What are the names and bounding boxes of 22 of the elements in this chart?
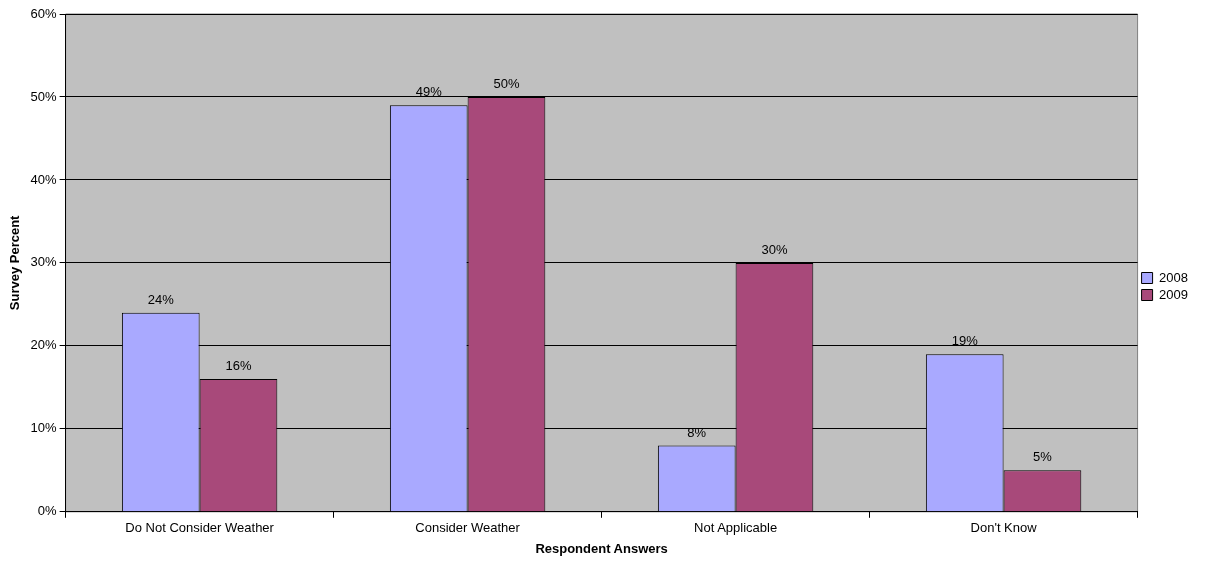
y-tick-label: 40% — [30, 171, 58, 187]
data-label: 5% — [1033, 449, 1053, 465]
data-label: 50% — [493, 76, 520, 92]
y-axis-title: Survey Percent — [7, 214, 23, 311]
y-tick-label: 10% — [30, 420, 58, 436]
legend-label: 2008 — [1159, 269, 1188, 285]
y-tick-label: 20% — [30, 337, 58, 353]
y-tick-label: 0% — [37, 503, 58, 519]
data-label: 30% — [761, 241, 788, 257]
x-tick-label: Not Applicable — [694, 520, 778, 536]
x-tick-label: Don't Know — [970, 520, 1038, 536]
y-tick-label: 50% — [30, 88, 58, 104]
y-tick-label: 60% — [30, 5, 58, 21]
y-tick-label: 30% — [30, 254, 58, 270]
data-label: 19% — [951, 333, 979, 349]
x-tick-label: Do Not Consider Weather — [125, 520, 275, 536]
data-label: 49% — [415, 84, 443, 100]
x-tick-label: Consider Weather — [415, 520, 521, 536]
x-axis-title: Respondent Answers — [535, 540, 668, 556]
legend-label: 2009 — [1159, 286, 1188, 302]
data-label: 16% — [225, 358, 252, 374]
data-label: 24% — [147, 291, 175, 307]
